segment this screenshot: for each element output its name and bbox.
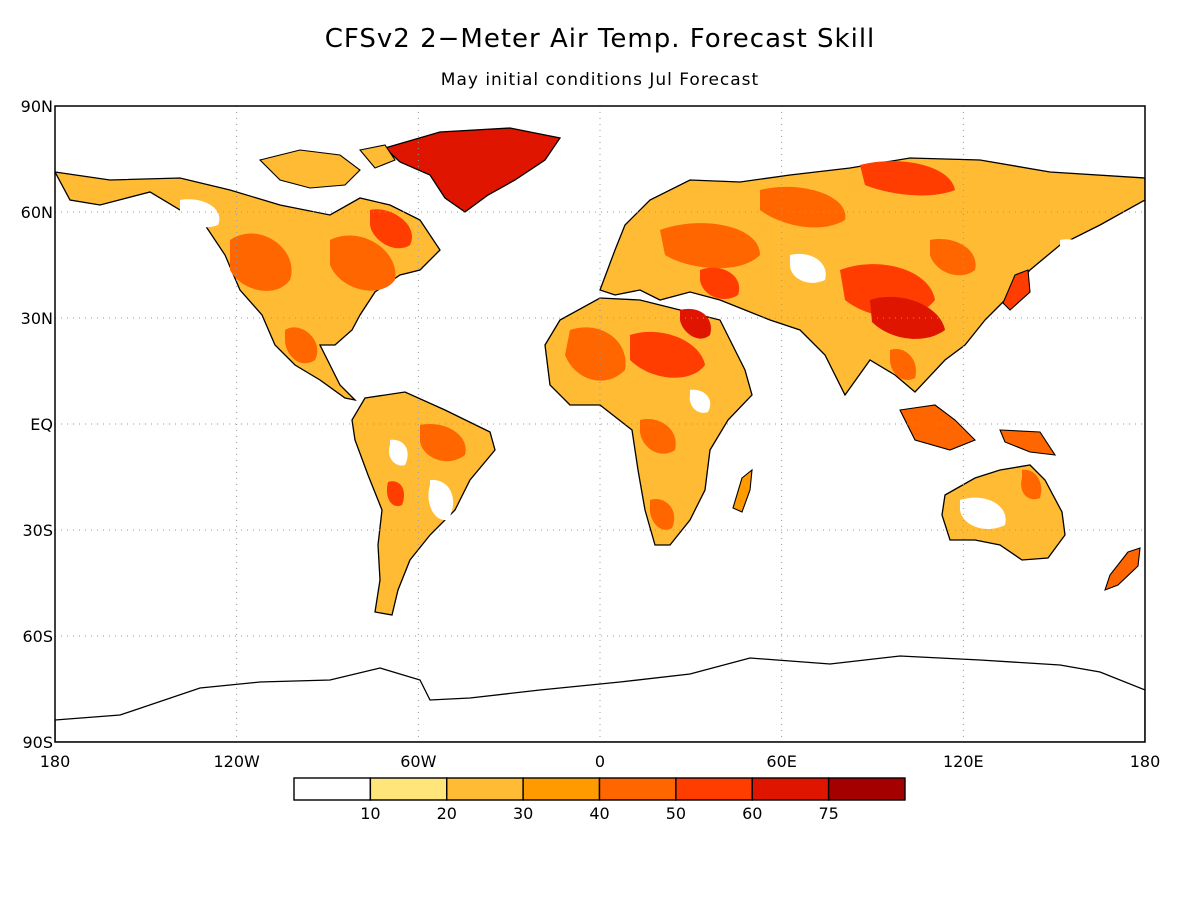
colorbar-swatch: [598, 777, 677, 801]
colorbar-swatch: [751, 777, 830, 801]
japan-landmass: [1002, 269, 1031, 311]
colorbar-swatch: [827, 777, 906, 801]
map-frame: [54, 105, 1146, 743]
lat-tick-label: 30N: [21, 309, 53, 328]
skill-blob: [890, 349, 916, 380]
colorbar-tick-label: 50: [666, 804, 686, 823]
skill-blob: [285, 327, 318, 364]
arctic-islands: [258, 144, 396, 189]
colorbar-swatch: [446, 777, 524, 801]
antarctica-landmass: [55, 655, 1145, 742]
colorbar-tick-label: 40: [589, 804, 609, 823]
low-skill-patch: [960, 497, 1006, 530]
colorbar-swatch: [675, 777, 753, 801]
lat-tick-label: 60S: [22, 627, 53, 646]
skill-blob: [330, 235, 396, 291]
map-axis-labels: 180 120W 60W 0 60E 120E 180 90N 60N 30N EQ 30S 60S 90…: [21, 97, 1161, 771]
skill-blob: [420, 424, 466, 462]
skill-blob: [860, 161, 955, 196]
skill-blob: [419, 138, 520, 184]
lon-tick-label: 60W: [400, 752, 436, 771]
map-gridlines: [55, 106, 1145, 742]
new-zealand-landmass: [1104, 547, 1141, 591]
colorbar-swatch: [293, 777, 372, 801]
skill-blob: [230, 233, 292, 291]
skill-blob: [386, 481, 405, 507]
lon-tick-label: 60E: [766, 752, 796, 771]
low-skill-patch: [689, 389, 711, 413]
skill-blob: [760, 186, 846, 228]
lat-tick-label: EQ: [30, 415, 53, 434]
skill-blob: [640, 419, 676, 454]
colorbar-tick-label: 30: [513, 804, 533, 823]
chart-title: CFSv2 2−Meter Air Temp. Forecast Skill: [324, 24, 876, 54]
lon-tick-label: 180: [1130, 752, 1161, 771]
skill-blob: [370, 209, 412, 249]
skill-blob: [660, 223, 760, 269]
skill-blob: [630, 331, 705, 378]
skill-blob: [680, 308, 711, 339]
colorbar-tick-label: 10: [360, 804, 380, 823]
colorbar-tick-label: 75: [818, 804, 838, 823]
low-skill-patch: [388, 439, 408, 466]
colorbar-swatch: [522, 777, 601, 801]
lon-tick-label: 0: [595, 752, 605, 771]
skill-blob: [700, 267, 740, 300]
lon-tick-label: 120W: [213, 752, 260, 771]
colorbar: 10 20 30 40 50 60 75: [293, 777, 906, 823]
skill-blob: [930, 239, 976, 276]
low-skill-patch: [180, 199, 220, 228]
low-skill-patch: [1060, 239, 1091, 264]
colorbar-swatch: [369, 777, 448, 801]
lat-tick-label: 90N: [21, 97, 53, 116]
madagascar-landmass: [732, 468, 753, 513]
colorbar-tick-label: 60: [742, 804, 762, 823]
skill-blob: [565, 327, 626, 381]
skill-blob: [924, 414, 944, 442]
lat-tick-label: 30S: [22, 521, 53, 540]
low-skill-patch: [428, 479, 454, 521]
low-skill-patch: [599, 419, 634, 466]
lon-tick-label: 180: [40, 752, 71, 771]
land-skill-fill: [55, 127, 1145, 742]
lon-tick-label: 120E: [943, 752, 984, 771]
lat-tick-label: 60N: [21, 203, 53, 222]
low-skill-patch: [740, 326, 806, 368]
low-skill-patch: [790, 253, 826, 283]
colorbar-tick-label: 20: [437, 804, 457, 823]
skill-blob: [649, 499, 675, 530]
skill-blob: [1021, 469, 1042, 500]
lat-tick-label: 90S: [22, 733, 53, 752]
chart-subtitle: May initial conditions Jul Forecast: [440, 70, 760, 90]
maritime-asia-landmass: [899, 404, 1057, 456]
